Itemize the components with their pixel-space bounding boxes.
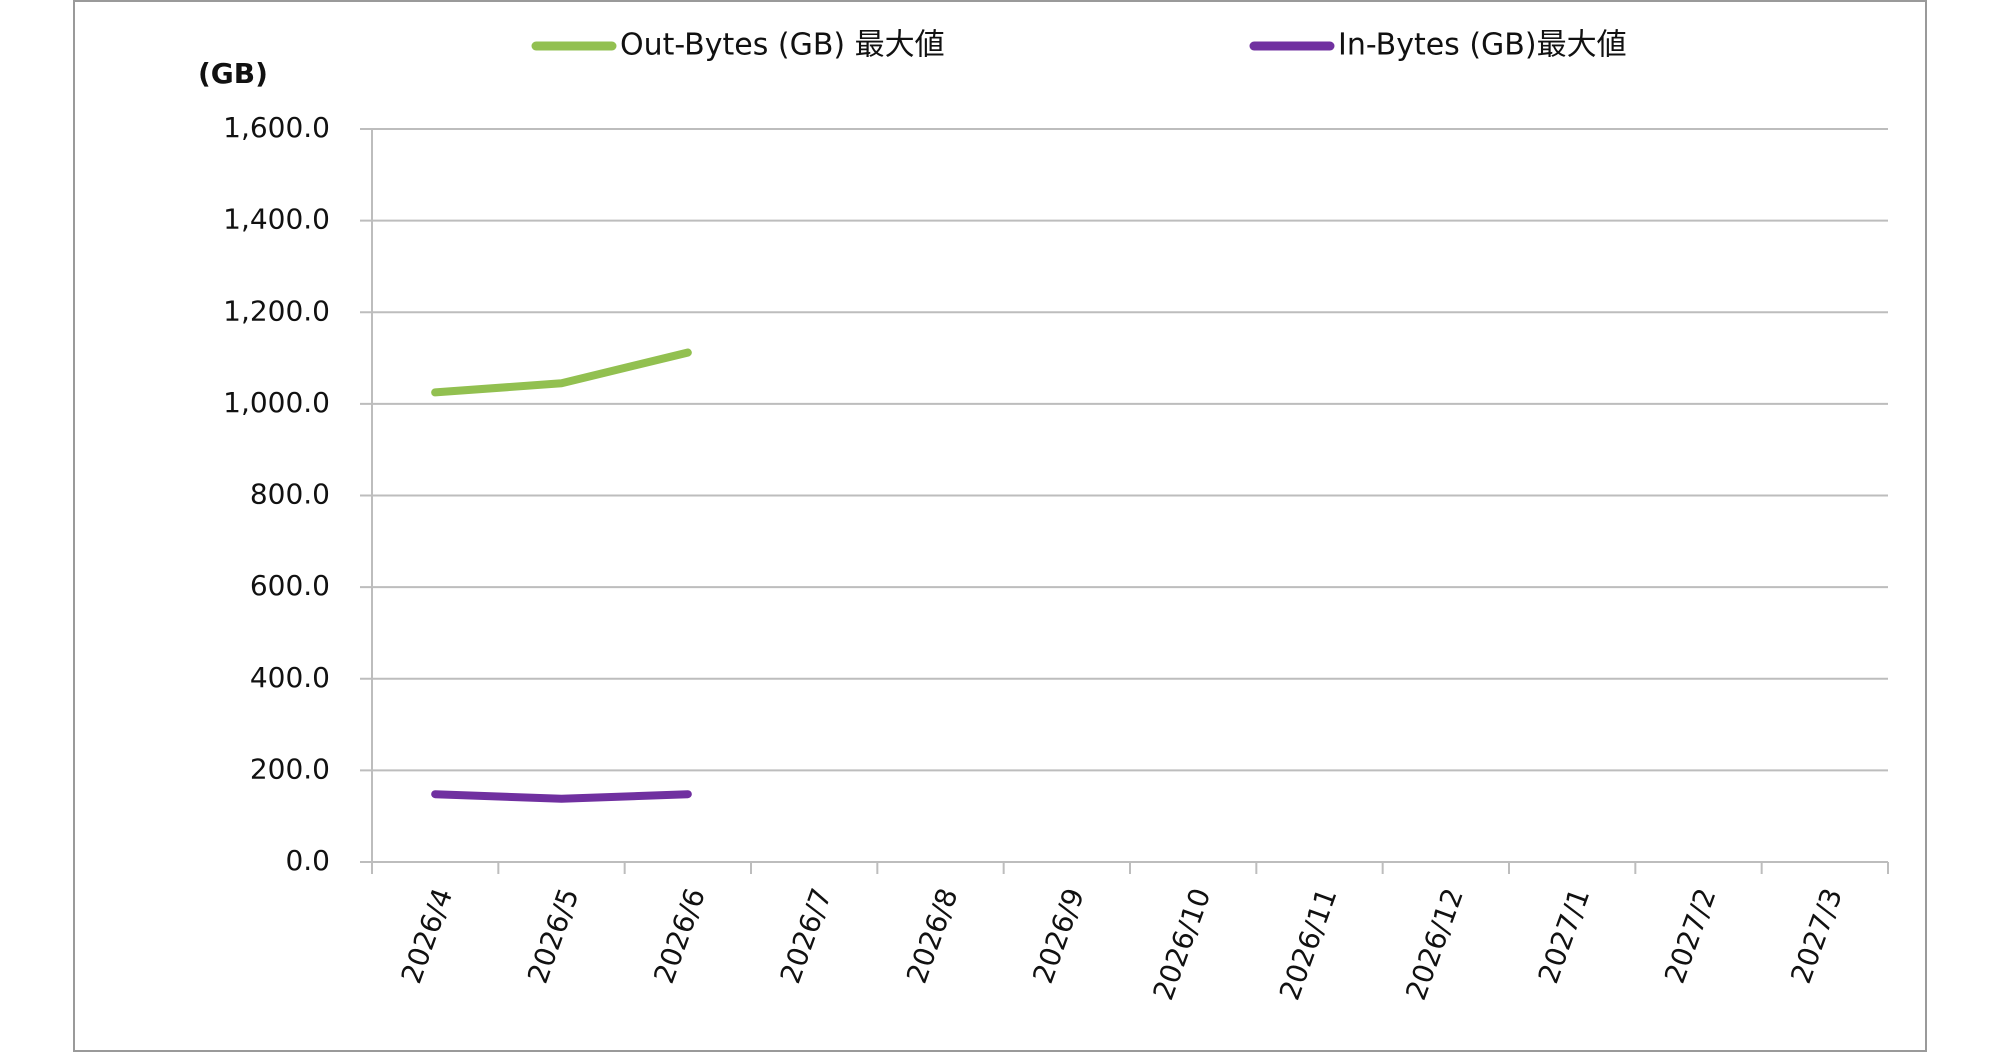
y-tick-label: 1,000.0: [223, 386, 330, 419]
y-axis-label: (GB): [198, 57, 268, 90]
y-tick-label: 600.0: [250, 569, 330, 602]
y-tick-label: 1,400.0: [223, 203, 330, 236]
series-line: [431, 348, 692, 397]
y-tick-label: 200.0: [250, 752, 330, 785]
chart-frame: [73, 0, 1927, 1052]
y-tick-label: 1,200.0: [223, 294, 330, 327]
y-tick-label: 0.0: [285, 844, 330, 877]
series-line: [431, 790, 692, 803]
y-tick-label: 1,600.0: [223, 111, 330, 144]
y-tick-label: 800.0: [250, 478, 330, 511]
legend-label: Out-Bytes (GB) 最大値: [620, 28, 945, 63]
legend-label: In-Bytes (GB)最大値: [1338, 28, 1627, 63]
y-tick-label: 400.0: [250, 661, 330, 694]
